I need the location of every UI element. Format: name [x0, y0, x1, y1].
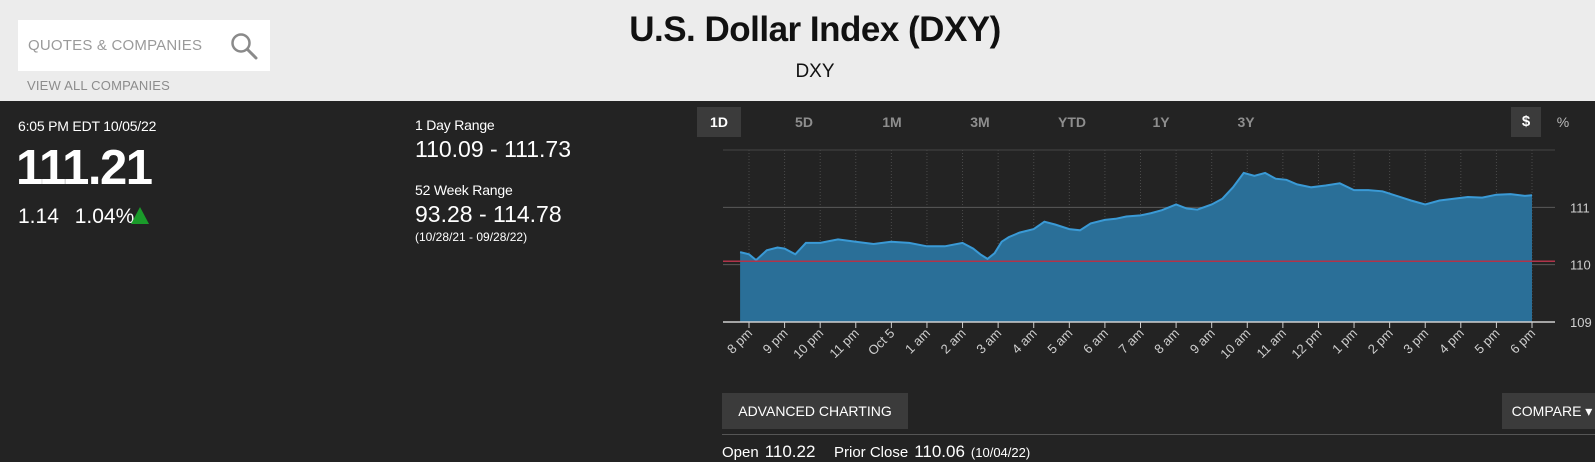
day-range-value: 110.09 - 111.73 — [415, 136, 572, 162]
tab-1y[interactable]: 1Y — [1152, 114, 1170, 130]
x-tick-label: 1 pm — [1329, 326, 1360, 357]
prior-close-date: (10/04/22) — [970, 445, 1031, 460]
tab-1m[interactable]: 1M — [882, 114, 902, 130]
chart-area — [740, 172, 1532, 322]
x-tick-label: 4 am — [1009, 326, 1040, 357]
x-tick-label: 11 am — [1254, 326, 1289, 361]
x-tick-label: 4 pm — [1436, 326, 1467, 357]
compare-button[interactable]: COMPARE ▾ — [1502, 393, 1595, 429]
tab-5d[interactable]: 5D — [795, 114, 813, 130]
chevron-down-icon: ▾ — [1585, 403, 1593, 419]
header-bar: QUOTES & COMPANIES VIEW ALL COMPANIES U.… — [0, 0, 1595, 101]
tab-1d[interactable]: 1D — [697, 107, 741, 137]
x-tick-label: 7 am — [1116, 326, 1147, 357]
percent-toggle-button[interactable]: % — [1556, 114, 1570, 130]
x-tick-label: 10 pm — [790, 326, 826, 362]
price-change: 1.14 1.04% — [18, 205, 134, 229]
symbol-label: DXY — [795, 61, 835, 82]
x-tick-label: 1 am — [902, 326, 933, 357]
change-percent: 1.04% — [74, 205, 135, 228]
x-tick-label: 12 pm — [1288, 326, 1324, 362]
x-tick-label: 3 am — [973, 326, 1004, 357]
x-tick-label: 2 am — [938, 326, 969, 357]
page-title: U.S. Dollar Index (DXY) — [629, 10, 1001, 49]
y-tick-label: 111 — [1570, 200, 1590, 215]
week52-range-dates: (10/28/21 - 09/28/22) — [415, 230, 528, 244]
week52-range-value: 93.28 - 114.78 — [415, 201, 562, 227]
x-tick-label: 9 am — [1187, 326, 1218, 357]
x-tick-label: 6 pm — [1507, 326, 1538, 357]
prior-close-value: 110.06 — [914, 442, 965, 461]
last-price: 111.21 — [16, 141, 153, 195]
x-tick-label: 5 pm — [1471, 326, 1502, 357]
x-tick-label: 8 pm — [724, 326, 755, 357]
open-value: 110.22 — [764, 442, 816, 461]
tab-ytd[interactable]: YTD — [1058, 114, 1086, 130]
prior-close-stat: Prior Close 110.06 (10/04/22) — [834, 442, 1030, 462]
open-label: Open — [722, 444, 759, 461]
x-tick-label: 9 pm — [760, 326, 791, 357]
dollar-toggle-button[interactable]: $ — [1511, 107, 1541, 137]
x-tick-label: 8 am — [1151, 326, 1182, 357]
search-input[interactable]: QUOTES & COMPANIES — [18, 20, 270, 71]
quote-timestamp: 6:05 PM EDT 10/05/22 — [18, 118, 157, 134]
x-tick-label: 6 am — [1080, 326, 1111, 357]
x-tick-label: 11 pm — [826, 326, 861, 361]
up-arrow-icon — [131, 207, 149, 224]
x-tick-label: Oct 5 — [865, 326, 898, 359]
open-stat: Open 110.22 — [722, 442, 815, 462]
tab-3m[interactable]: 3M — [970, 114, 990, 130]
x-tick-label: 2 pm — [1365, 326, 1396, 357]
y-tick-label: 110 — [1570, 258, 1591, 273]
compare-label: COMPARE — [1511, 403, 1582, 419]
x-tick-label: 3 pm — [1400, 326, 1431, 357]
search-placeholder: QUOTES & COMPANIES — [28, 37, 203, 54]
change-value: 1.14 — [18, 205, 59, 228]
x-tick-label: 5 am — [1044, 326, 1075, 357]
search-icon[interactable] — [230, 32, 258, 60]
view-all-companies-link[interactable]: VIEW ALL COMPANIES — [27, 78, 171, 93]
week52-range-label: 52 Week Range — [415, 182, 513, 198]
advanced-charting-button[interactable]: ADVANCED CHARTING — [722, 393, 908, 429]
x-tick-label: 10 am — [1217, 326, 1253, 362]
divider — [722, 434, 1595, 435]
day-range-label: 1 Day Range — [415, 117, 495, 133]
y-tick-label: 109 — [1570, 315, 1592, 330]
chart-series-line — [739, 171, 1533, 262]
tab-3y[interactable]: 3Y — [1237, 114, 1255, 130]
prior-close-label: Prior Close — [834, 444, 909, 461]
